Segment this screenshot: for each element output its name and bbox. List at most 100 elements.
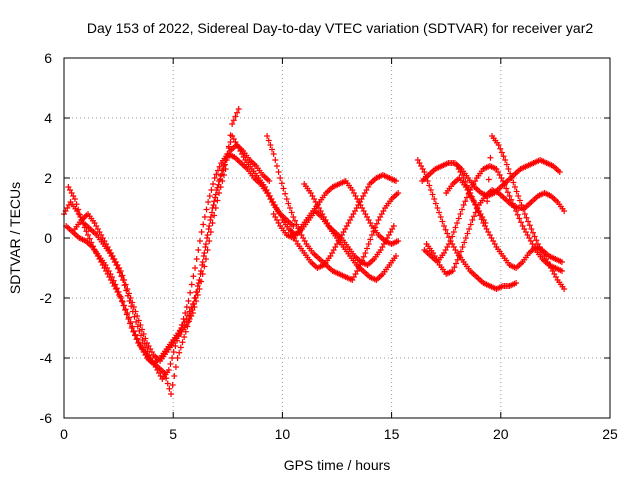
data-point <box>427 187 434 193</box>
data-point <box>141 340 148 347</box>
data-point <box>191 304 198 310</box>
data-point <box>521 211 528 217</box>
data-point <box>264 133 271 139</box>
data-point <box>373 220 380 227</box>
data-point <box>193 256 200 262</box>
data-point <box>118 273 125 280</box>
data-point <box>525 218 532 225</box>
data-point <box>365 241 372 247</box>
data-point <box>269 146 276 153</box>
data-point <box>441 223 448 229</box>
data-point <box>164 380 171 387</box>
data-point <box>211 212 218 219</box>
data-point <box>556 169 563 175</box>
data-point <box>137 322 144 328</box>
data-point <box>203 206 210 213</box>
data-point <box>275 169 282 175</box>
data-point <box>198 229 205 235</box>
data-point <box>188 281 195 288</box>
data-point <box>139 326 146 333</box>
data-point <box>73 201 80 208</box>
data-point <box>463 182 470 189</box>
data-point <box>129 323 136 330</box>
data-point <box>432 200 439 207</box>
data-point <box>445 234 452 241</box>
data-point <box>142 335 149 342</box>
data-point <box>225 143 232 150</box>
data-point <box>212 191 219 198</box>
data-point <box>135 317 142 324</box>
data-point <box>125 290 132 297</box>
data-point <box>119 272 126 279</box>
data-point <box>462 178 469 185</box>
y-tick-label: -4 <box>40 350 53 366</box>
data-point <box>457 211 464 217</box>
chart-title: Day 153 of 2022, Sidereal Day-to-day VTE… <box>87 20 593 36</box>
y-tick-label: -6 <box>40 410 53 426</box>
data-point <box>201 263 208 270</box>
x-tick-label: 25 <box>602 426 618 442</box>
data-point <box>485 176 492 183</box>
data-point <box>117 295 124 301</box>
data-point <box>216 190 223 196</box>
data-point <box>558 259 565 265</box>
data-point <box>199 271 206 277</box>
data-point <box>195 247 202 253</box>
data-point <box>523 214 530 221</box>
data-point <box>497 145 504 152</box>
data-point <box>186 308 193 315</box>
data-point <box>210 181 217 187</box>
data-point <box>212 205 219 211</box>
data-point <box>520 206 527 213</box>
data-point <box>165 367 172 373</box>
data-point <box>530 229 537 236</box>
data-point <box>185 298 192 304</box>
data-point <box>76 211 83 218</box>
data-point <box>270 151 277 157</box>
data-point <box>465 186 472 193</box>
data-point <box>293 221 300 228</box>
data-point <box>460 175 467 181</box>
data-point <box>224 154 231 161</box>
data-point <box>288 209 295 216</box>
data-point <box>460 202 467 208</box>
series-track-12 <box>421 163 565 274</box>
data-point <box>447 238 454 244</box>
data-point <box>426 182 433 189</box>
data-point <box>216 163 223 170</box>
data-point <box>75 206 82 213</box>
series-track-4 <box>71 106 242 364</box>
data-point <box>135 339 142 346</box>
data-point <box>464 230 471 237</box>
data-point <box>211 175 218 181</box>
y-tick-label: 2 <box>44 170 52 186</box>
data-point <box>452 224 459 231</box>
data-point <box>561 286 568 292</box>
data-point <box>390 223 397 229</box>
data-point <box>472 201 479 208</box>
data-point <box>265 137 272 144</box>
data-point <box>208 187 215 193</box>
data-point <box>163 375 170 382</box>
data-point <box>130 304 137 310</box>
data-point <box>174 355 181 361</box>
data-point <box>421 169 428 175</box>
data-point <box>451 264 458 271</box>
data-point <box>272 157 279 163</box>
data-point <box>202 256 209 262</box>
x-tick-label: 10 <box>275 426 291 442</box>
data-point <box>121 277 128 283</box>
data-point <box>89 243 96 250</box>
data-point <box>508 175 515 181</box>
data-point <box>513 280 520 286</box>
data-point <box>188 304 195 311</box>
data-point <box>444 230 451 237</box>
series-track-5 <box>264 133 402 283</box>
data-point <box>487 154 494 161</box>
data-point <box>190 273 197 280</box>
data-point <box>171 373 178 379</box>
data-point <box>278 180 285 187</box>
data-point <box>503 161 510 168</box>
data-point <box>232 113 239 120</box>
data-point <box>199 259 206 265</box>
